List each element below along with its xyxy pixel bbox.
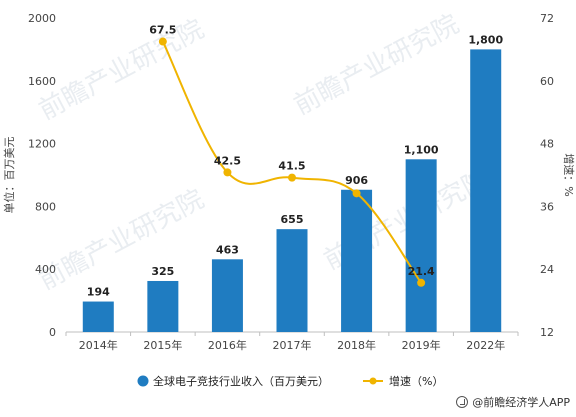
- bar: [405, 159, 437, 332]
- y-right-tick-label: 12: [540, 326, 554, 339]
- y-right-tick-label: 36: [540, 200, 554, 213]
- x-tick-label: 2015年: [143, 338, 182, 352]
- x-tick-label: 2022年: [466, 338, 505, 352]
- watermark-text: 前瞻产业研究院: [289, 9, 464, 121]
- y-left-tick-label: 800: [35, 200, 56, 213]
- growth-value-label: 42.5: [214, 154, 241, 167]
- growth-point: [352, 189, 361, 198]
- y-left-axis-title: 单位：百万美元: [2, 137, 16, 214]
- bar-value-label: 1,800: [468, 33, 503, 46]
- y-right-tick-label: 72: [540, 12, 554, 25]
- legend-line-dot: [369, 377, 377, 385]
- y-left-tick-label: 1200: [28, 138, 56, 151]
- y-right-axis-title: 增速：%: [562, 153, 576, 196]
- bar: [276, 229, 308, 332]
- x-tick-label: 2014年: [79, 338, 118, 352]
- legend-line-label: 增速（%）: [389, 374, 443, 388]
- growth-value-label: 41.5: [278, 160, 305, 173]
- watermark-text: 前瞻产业研究院: [34, 184, 209, 296]
- data-labels: 194 325 463 655 906 1,100 1,800 67.5 42.5 41.5 21.…: [87, 24, 504, 299]
- bar: [211, 259, 243, 332]
- x-tick-label: 2018年: [337, 338, 376, 352]
- credit: @前瞻经济学人APP: [456, 394, 570, 410]
- x-tick-label: 2019年: [402, 338, 441, 352]
- bar: [147, 280, 179, 332]
- bar-value-label: 194: [87, 286, 110, 299]
- growth-value-label: 21.4: [408, 265, 435, 278]
- credit-icon: [456, 396, 469, 408]
- bar-value-label: 1,100: [404, 143, 439, 156]
- y-right-tick-label: 24: [540, 263, 554, 276]
- bar-series: [82, 49, 502, 333]
- growth-value-label: 67.5: [149, 24, 176, 37]
- bar-value-label: 655: [281, 213, 304, 226]
- growth-point: [223, 168, 232, 177]
- bar-value-label: 906: [345, 174, 368, 187]
- y-left-tick-label: 400: [35, 263, 56, 276]
- y-left-tick-label: 1600: [28, 75, 56, 88]
- y-left-tick-label: 0: [49, 326, 56, 339]
- growth-point: [158, 37, 167, 46]
- growth-point: [288, 173, 296, 182]
- x-tick-label: 2017年: [273, 338, 312, 352]
- legend-bar-label: 全球电子竞技行业收入（百万美元）: [153, 374, 329, 388]
- bar: [82, 301, 114, 332]
- line-series: [158, 37, 426, 287]
- y-left-tick-label: 2000: [28, 12, 56, 25]
- y-right-tick-label: 60: [540, 75, 554, 88]
- bar-value-label: 463: [216, 243, 239, 256]
- legend: 全球电子竞技行业收入（百万美元） 增速（%）: [137, 374, 443, 388]
- growth-point: [417, 278, 426, 287]
- credit-text: @前瞻经济学人APP: [472, 396, 570, 409]
- bar-value-label: 325: [151, 265, 174, 278]
- bar: [341, 189, 373, 332]
- bar: [470, 49, 502, 333]
- x-tick-label: 2016年: [208, 338, 247, 352]
- legend-bar-marker: [137, 375, 149, 387]
- watermark-text: 前瞻产业研究院: [34, 14, 209, 126]
- y-right-tick-label: 48: [540, 138, 554, 151]
